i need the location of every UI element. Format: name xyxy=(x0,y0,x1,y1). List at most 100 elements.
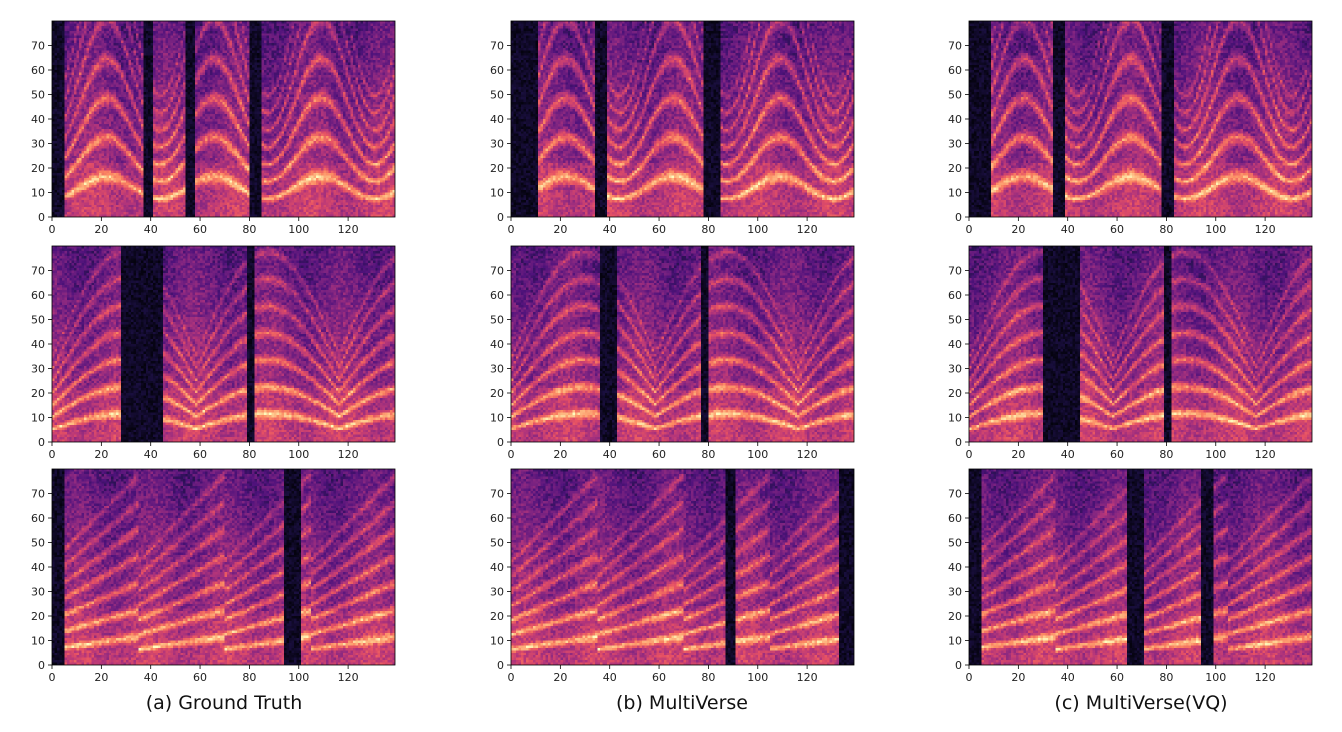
spectrogram-panel: 0 20 40 60 80 100 120 0 10 20 30 40 50 60 70 xyxy=(31,245,396,461)
x-tick-label: 20 xyxy=(94,448,108,461)
y-tick-label: 10 xyxy=(948,412,962,425)
y-tick-label: 20 xyxy=(490,610,504,623)
spectrogram-image xyxy=(969,21,1312,217)
y-tick-label: 70 xyxy=(31,40,45,53)
y-tick-label: 60 xyxy=(31,289,45,302)
x-tick-label: 60 xyxy=(193,448,207,461)
y-tick-label: 70 xyxy=(31,265,45,278)
y-tick-label: 70 xyxy=(490,488,504,501)
x-tick-label: 80 xyxy=(242,671,256,684)
y-tick-label: 40 xyxy=(31,113,45,126)
y-tick-label: 10 xyxy=(948,187,962,200)
x-tick-label: 80 xyxy=(701,671,715,684)
x-tick-label: 0 xyxy=(966,448,973,461)
x-tick-label: 20 xyxy=(553,671,567,684)
x-tick-label: 20 xyxy=(1011,223,1025,236)
y-tick-label: 40 xyxy=(490,338,504,351)
x-tick-label: 120 xyxy=(338,223,359,236)
x-tick-label: 0 xyxy=(49,671,56,684)
caption-ground-truth: (a) Ground Truth xyxy=(145,692,303,714)
spectrogram-image xyxy=(52,21,395,217)
x-tick-label: 40 xyxy=(1061,671,1075,684)
y-tick-label: 30 xyxy=(490,363,504,376)
y-tick-label: 70 xyxy=(490,265,504,278)
x-tick-label: 60 xyxy=(193,671,207,684)
y-tick-label: 20 xyxy=(490,387,504,400)
y-tick-label: 20 xyxy=(31,610,45,623)
spectrogram-image xyxy=(511,246,854,442)
y-tick-label: 60 xyxy=(948,289,962,302)
x-tick-label: 20 xyxy=(553,448,567,461)
spectrogram-panel: 0 20 40 60 80 100 120 0 10 20 30 40 50 60 70 xyxy=(948,245,1313,461)
x-tick-label: 60 xyxy=(1110,223,1124,236)
y-tick-label: 30 xyxy=(31,363,45,376)
x-tick-label: 20 xyxy=(1011,671,1025,684)
y-tick-label: 70 xyxy=(948,488,962,501)
x-tick-label: 60 xyxy=(652,448,666,461)
y-tick-label: 30 xyxy=(948,586,962,599)
y-tick-label: 40 xyxy=(490,561,504,574)
y-tick-label: 40 xyxy=(948,561,962,574)
y-tick-label: 20 xyxy=(31,387,45,400)
spectrogram-panel: 0 20 40 60 80 100 120 0 10 20 30 40 50 60 70 xyxy=(490,245,855,461)
x-tick-label: 40 xyxy=(603,223,617,236)
y-tick-label: 40 xyxy=(948,338,962,351)
y-tick-label: 0 xyxy=(38,436,45,449)
y-tick-label: 30 xyxy=(31,138,45,151)
x-tick-label: 20 xyxy=(1011,448,1025,461)
spectrogram-panel: 0 20 40 60 80 100 120 0 10 20 30 40 50 60 70 xyxy=(490,468,855,684)
x-tick-label: 100 xyxy=(1205,223,1226,236)
x-tick-label: 80 xyxy=(1159,448,1173,461)
x-tick-label: 60 xyxy=(193,223,207,236)
y-tick-label: 50 xyxy=(490,537,504,550)
y-tick-label: 30 xyxy=(948,138,962,151)
x-tick-label: 100 xyxy=(288,223,309,236)
y-tick-label: 60 xyxy=(31,512,45,525)
x-tick-label: 60 xyxy=(1110,671,1124,684)
y-tick-label: 20 xyxy=(948,387,962,400)
x-tick-label: 120 xyxy=(338,671,359,684)
y-tick-label: 10 xyxy=(31,635,45,648)
x-tick-label: 100 xyxy=(747,448,768,461)
y-tick-label: 50 xyxy=(31,89,45,102)
x-tick-label: 120 xyxy=(1255,223,1276,236)
y-tick-label: 0 xyxy=(497,211,504,224)
y-tick-label: 0 xyxy=(38,659,45,672)
spectrogram-image xyxy=(511,469,854,665)
y-tick-label: 0 xyxy=(497,659,504,672)
x-tick-label: 100 xyxy=(747,223,768,236)
y-tick-label: 20 xyxy=(490,162,504,175)
y-tick-label: 50 xyxy=(948,314,962,327)
y-tick-label: 50 xyxy=(31,537,45,550)
y-tick-label: 30 xyxy=(948,363,962,376)
x-tick-label: 80 xyxy=(1159,223,1173,236)
y-tick-label: 0 xyxy=(955,436,962,449)
y-tick-label: 40 xyxy=(948,113,962,126)
x-tick-label: 120 xyxy=(797,671,818,684)
x-tick-label: 120 xyxy=(797,223,818,236)
x-tick-label: 40 xyxy=(603,671,617,684)
y-tick-label: 30 xyxy=(490,138,504,151)
y-tick-label: 70 xyxy=(31,488,45,501)
y-tick-label: 10 xyxy=(490,635,504,648)
y-tick-label: 20 xyxy=(948,610,962,623)
y-tick-label: 60 xyxy=(490,289,504,302)
x-tick-label: 80 xyxy=(242,223,256,236)
spectrogram-image xyxy=(969,469,1312,665)
y-tick-label: 50 xyxy=(948,537,962,550)
caption-multiverse: (b) MultiVerse xyxy=(616,692,748,714)
x-tick-label: 120 xyxy=(1255,671,1276,684)
y-tick-label: 40 xyxy=(31,338,45,351)
x-tick-label: 120 xyxy=(1255,448,1276,461)
y-tick-label: 70 xyxy=(490,40,504,53)
y-tick-label: 0 xyxy=(955,659,962,672)
spectrogram-image xyxy=(52,469,395,665)
y-tick-label: 40 xyxy=(490,113,504,126)
y-tick-label: 60 xyxy=(948,64,962,77)
y-tick-label: 20 xyxy=(948,162,962,175)
x-tick-label: 100 xyxy=(747,671,768,684)
spectrogram-panel: 0 20 40 60 80 100 120 0 10 20 30 40 50 60 70 xyxy=(31,20,396,236)
y-tick-label: 10 xyxy=(490,187,504,200)
y-tick-label: 50 xyxy=(31,314,45,327)
